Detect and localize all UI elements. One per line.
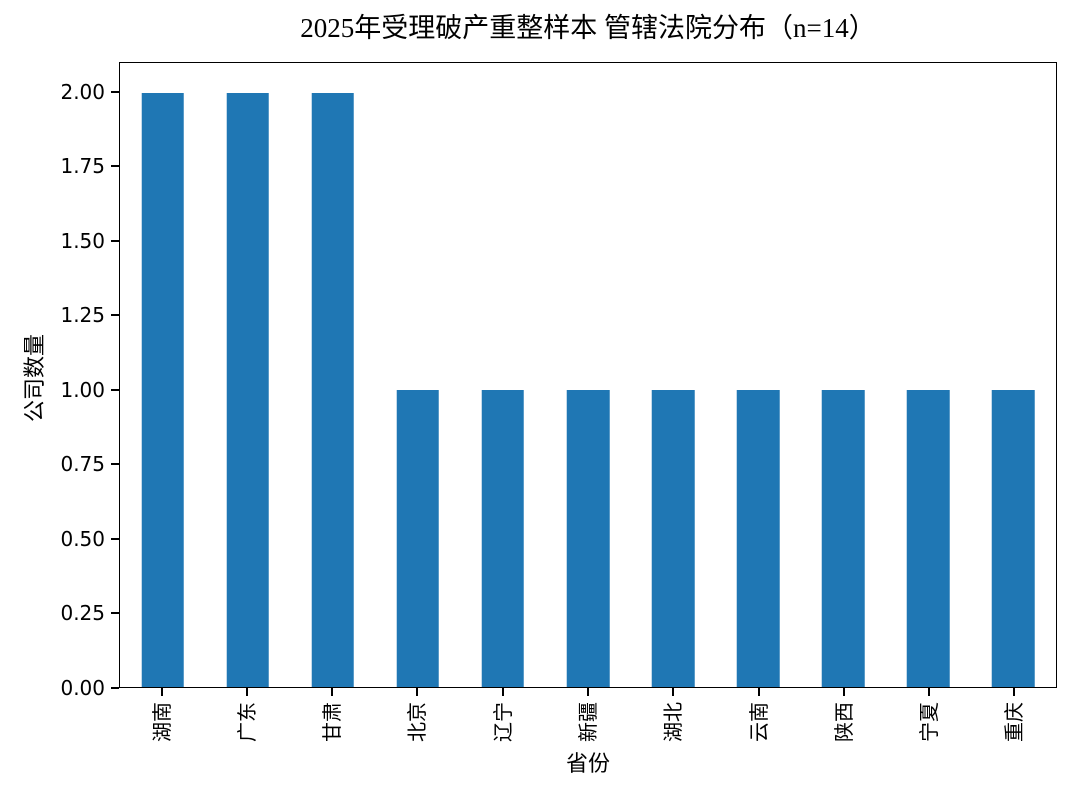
y-tick-label: 0.00 <box>60 676 105 700</box>
x-tick-label: 甘肃 <box>320 702 345 742</box>
bar <box>311 92 354 687</box>
y-tick-label: 2.00 <box>60 79 105 104</box>
x-tick-label: 云南 <box>746 702 771 742</box>
x-tick-mark <box>416 688 419 696</box>
y-tick-mark <box>111 388 119 391</box>
x-axis-label: 省份 <box>565 752 610 777</box>
bar <box>736 389 780 687</box>
bar <box>481 389 525 687</box>
y-tick-mark <box>111 612 119 615</box>
x-tick-label: 湖北 <box>661 702 686 742</box>
y-tick-mark <box>111 314 119 317</box>
plot-area <box>119 62 1057 688</box>
x-tick-mark <box>331 688 334 696</box>
x-tick-label: 广东 <box>234 702 259 742</box>
bar <box>907 389 950 687</box>
y-tick-label: 1.25 <box>60 303 105 328</box>
y-tick-label: 0.50 <box>60 526 105 551</box>
y-tick-label: 1.50 <box>60 228 105 253</box>
x-tick-mark <box>1013 688 1016 696</box>
x-tick-label: 重庆 <box>1002 702 1027 742</box>
bar <box>822 389 865 687</box>
x-tick-label: 辽宁 <box>490 702 515 742</box>
y-tick-label: 1.75 <box>60 154 105 179</box>
x-tick-mark <box>245 688 248 696</box>
x-tick-mark <box>587 688 589 696</box>
bar <box>141 92 184 687</box>
x-tick-mark <box>672 688 675 696</box>
y-tick-mark <box>111 463 119 466</box>
x-tick-label: 北京 <box>405 702 430 742</box>
y-tick-mark <box>111 90 119 93</box>
x-tick-label: 湖南 <box>149 702 174 742</box>
x-tick-mark <box>501 688 504 696</box>
bar <box>992 389 1035 687</box>
x-tick-label: 陕西 <box>831 702 856 742</box>
x-tick-mark <box>842 688 845 696</box>
x-tick-label: 宁夏 <box>917 702 942 742</box>
y-tick-label: 1.00 <box>60 377 105 402</box>
y-tick-mark <box>111 165 119 168</box>
y-tick-mark <box>111 537 119 540</box>
chart-title: 2025年受理破产重整样本 管辖法院分布（n=14） <box>300 13 876 43</box>
y-tick-label: 0.75 <box>60 452 105 477</box>
x-tick-mark <box>160 688 163 696</box>
x-tick-label: 新疆 <box>576 702 600 742</box>
bar <box>396 389 440 687</box>
bar <box>651 389 695 687</box>
bar <box>566 389 610 687</box>
y-tick-mark <box>111 687 119 689</box>
bar <box>226 92 269 687</box>
x-tick-mark <box>928 688 931 696</box>
y-tick-mark <box>111 239 119 242</box>
y-tick-label: 0.25 <box>60 601 105 626</box>
x-tick-mark <box>757 688 760 696</box>
